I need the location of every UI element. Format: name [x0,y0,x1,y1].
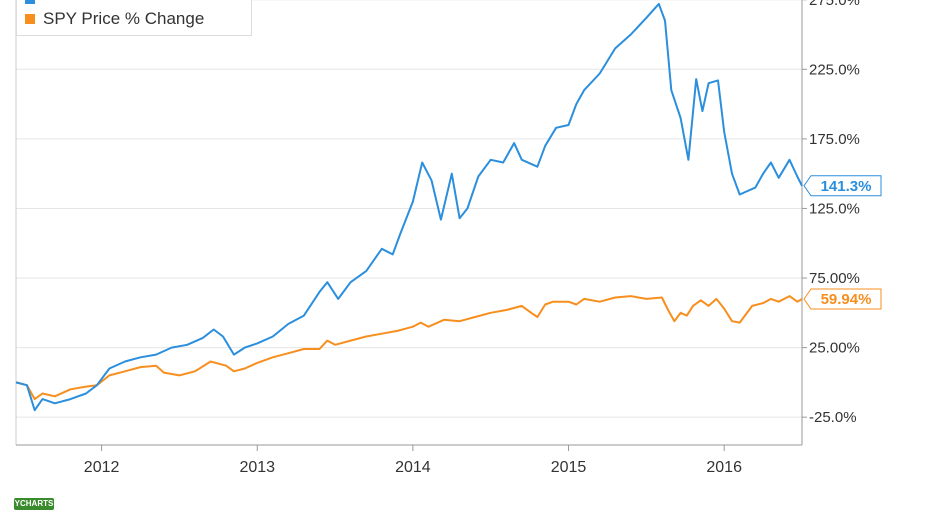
y-tick-label-5: 25.00% [809,340,860,357]
end-label-2: 59.94% [821,291,872,308]
x-tick-label-1: 2013 [239,459,275,476]
x-tick-label-3: 2015 [551,459,587,476]
series-line-1 [15,2,803,412]
y-tick-label-2: 175.0% [809,131,860,148]
y-tick-label-3: 125.0% [809,200,860,217]
end-label-box-1 [803,175,882,197]
y-tick-label-0: 275.0% [809,0,860,9]
y-tick-label-6: -25.0% [809,409,857,426]
y-tick-label-1: 225.0% [809,61,860,78]
x-tick-label-0: 2012 [84,459,120,476]
end-label-box-2 [803,288,882,310]
legend-swatch-1 [25,0,35,4]
legend-swatch-2 [25,14,35,24]
x-tick-label-2: 2014 [395,459,431,476]
ycharts-logo: YCHARTS [14,498,54,510]
y-tick-label-4: 75.00% [809,270,860,287]
legend-item-2: SPY Price % Change [25,9,243,29]
series-line-2 [15,295,803,401]
legend-label-2: SPY Price % Change [43,9,205,28]
end-label-1: 141.3% [821,178,872,195]
legend-item-1 [25,0,243,9]
legend: SPY Price % Change [16,0,252,36]
x-tick-label-4: 2016 [706,459,742,476]
